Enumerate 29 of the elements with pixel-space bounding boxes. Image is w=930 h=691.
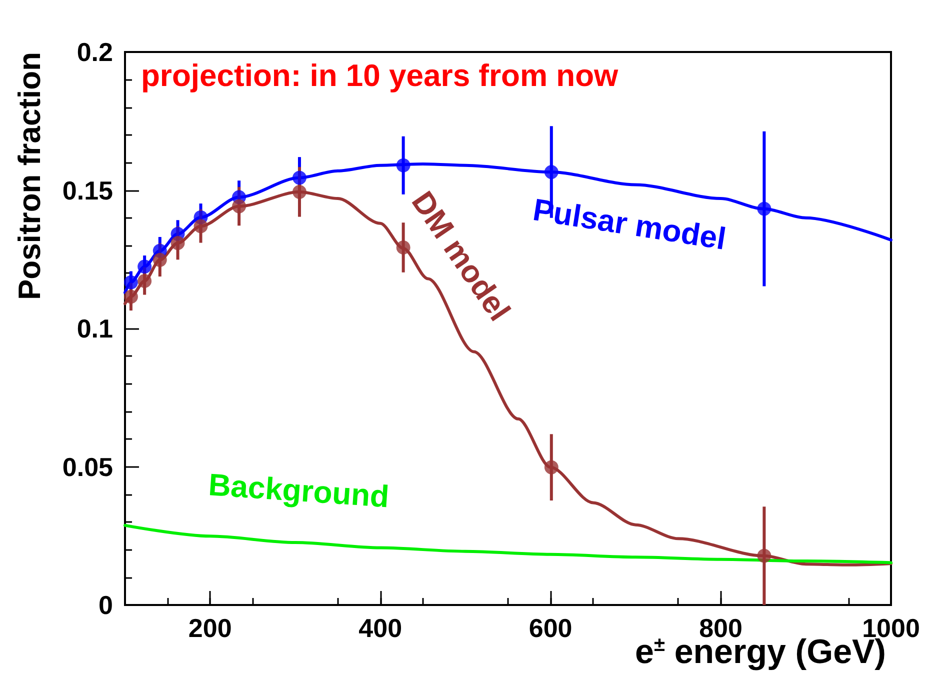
y-tick-label: 0 — [98, 590, 113, 620]
y-tick-label: 0.15 — [62, 175, 113, 206]
point — [194, 219, 208, 234]
x-tick-label: 400 — [358, 613, 402, 643]
point — [757, 202, 772, 216]
point — [124, 290, 138, 304]
point — [292, 170, 306, 185]
point — [138, 260, 152, 274]
point — [124, 275, 138, 290]
x-tick-label: 200 — [188, 613, 232, 643]
line-series — [124, 524, 892, 564]
series-label: Background — [207, 467, 390, 514]
point — [544, 165, 558, 179]
point — [544, 460, 558, 474]
chart-title: projection: in 10 years from now — [141, 58, 620, 93]
point — [232, 199, 246, 214]
point — [757, 548, 772, 563]
point — [170, 236, 185, 250]
y-axis-title: Positron fraction — [12, 52, 47, 300]
point — [138, 274, 152, 288]
point — [396, 240, 410, 254]
point — [152, 252, 167, 267]
y-tick-label: 0.1 — [76, 314, 113, 344]
point — [292, 184, 306, 199]
y-tick-label: 0.2 — [76, 37, 113, 67]
point — [396, 158, 410, 172]
y-tick-label: 0.05 — [62, 452, 113, 482]
x-tick-label: 600 — [528, 613, 572, 643]
text: Pulsar model — [530, 192, 728, 257]
